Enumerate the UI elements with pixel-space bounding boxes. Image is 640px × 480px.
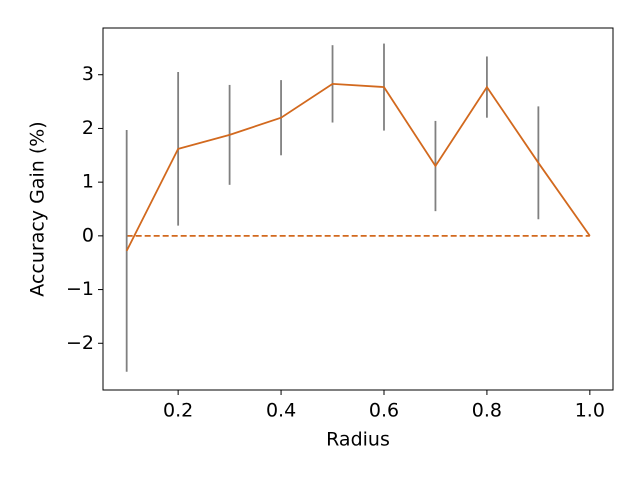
x-tick-label: 0.6: [369, 400, 399, 422]
x-axis-label: Radius: [326, 429, 390, 451]
y-tick-label: 1: [82, 171, 94, 193]
x-tick-label: 0.8: [472, 400, 502, 422]
y-tick-label: 2: [82, 117, 94, 139]
y-tick-label: −1: [66, 278, 94, 300]
x-tick-label: 1.0: [575, 400, 605, 422]
plot-frame: [102, 27, 614, 391]
x-tick-label: 0.4: [266, 400, 296, 422]
y-tick-label: −2: [66, 332, 94, 354]
data-line: [125, 82, 591, 252]
x-tick-label: 0.2: [163, 400, 193, 422]
y-axis-label: Accuracy Gain (%): [27, 121, 49, 296]
y-tick-label: 0: [82, 224, 94, 246]
y-tick-label: 3: [82, 63, 94, 85]
